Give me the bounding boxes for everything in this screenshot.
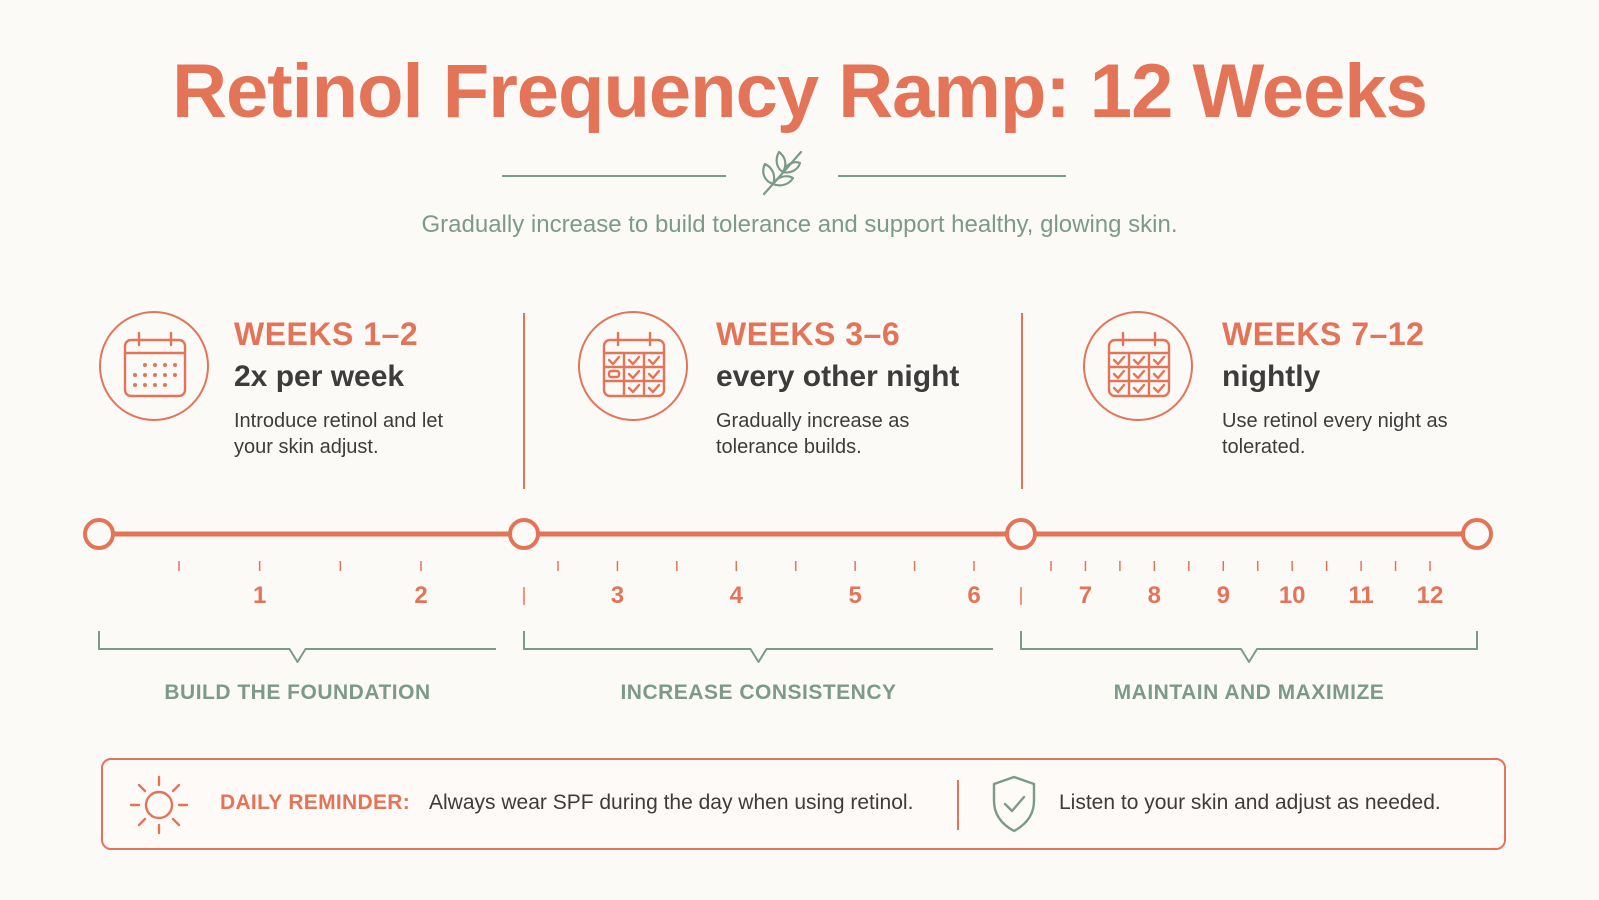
- reminder-text: Always wear SPF during the day when usin…: [429, 791, 914, 814]
- calendar-check-icon: [602, 331, 666, 398]
- week-label: 7: [1079, 582, 1092, 609]
- phase-2-frequency: every other night: [716, 360, 960, 393]
- week-label: 8: [1148, 582, 1161, 609]
- phase-3-icon-ring: [1083, 311, 1193, 421]
- phase-1-frequency: 2x per week: [234, 360, 405, 393]
- phase-1-description: Introduce retinol and let your skin adju…: [234, 410, 444, 458]
- week-label: 6: [967, 582, 980, 609]
- phase-bracket: [98, 631, 496, 663]
- week-label: 4: [730, 582, 744, 609]
- week-label: 9: [1217, 582, 1230, 609]
- week-label: 11: [1348, 582, 1373, 609]
- bracket-label: MAINTAIN AND MAXIMIZE: [1114, 681, 1385, 704]
- title-divider-right: [838, 175, 1066, 177]
- reminder-divider: [957, 780, 959, 830]
- week-label: 2: [414, 582, 427, 609]
- phase-2-description: Gradually increase as tolerance builds.: [716, 410, 910, 458]
- phase-separator: [523, 313, 525, 489]
- week-label: 5: [848, 582, 861, 609]
- phase-3-description: Use retinol every night as tolerated.: [1222, 410, 1448, 458]
- calendar-dots-icon: [123, 331, 187, 398]
- title-divider-left: [502, 175, 726, 177]
- bracket-label: INCREASE CONSISTENCY: [620, 681, 896, 704]
- shield-check-icon: [992, 775, 1036, 833]
- phase-bracket: [523, 631, 993, 663]
- timeline-node: [1461, 518, 1493, 550]
- leaf-sprig-icon: [755, 146, 811, 200]
- phase-1-title: WEEKS 1–2: [234, 316, 419, 352]
- week-label: 12: [1417, 582, 1444, 609]
- week-label: 1: [253, 582, 266, 609]
- phase-1-icon-ring: [99, 311, 209, 421]
- page-subtitle: Gradually increase to build tolerance an…: [421, 211, 1178, 238]
- week-label: 3: [611, 582, 624, 609]
- timeline-node: [508, 518, 540, 550]
- phase-3-title: WEEKS 7–12: [1222, 316, 1425, 352]
- reminder-note: Listen to your skin and adjust as needed…: [1059, 791, 1441, 814]
- reminder-panel: DAILY REMINDER: Always wear SPF during t…: [101, 758, 1506, 850]
- phase-bracket: [1020, 631, 1478, 663]
- sun-icon: [129, 775, 189, 835]
- timeline-node: [1005, 518, 1037, 550]
- phase-separator: [1021, 313, 1023, 489]
- timeline-node: [83, 518, 115, 550]
- calendar-check-icon: [1107, 331, 1171, 398]
- phase-3-frequency: nightly: [1222, 360, 1321, 393]
- bracket-label: BUILD THE FOUNDATION: [164, 681, 430, 704]
- phase-2-title: WEEKS 3–6: [716, 316, 901, 352]
- phase-2-icon-ring: [578, 311, 688, 421]
- page-title: Retinol Frequency Ramp: 12 Weeks: [172, 49, 1428, 134]
- reminder-label: DAILY REMINDER:: [220, 791, 411, 814]
- week-label: 10: [1279, 582, 1306, 609]
